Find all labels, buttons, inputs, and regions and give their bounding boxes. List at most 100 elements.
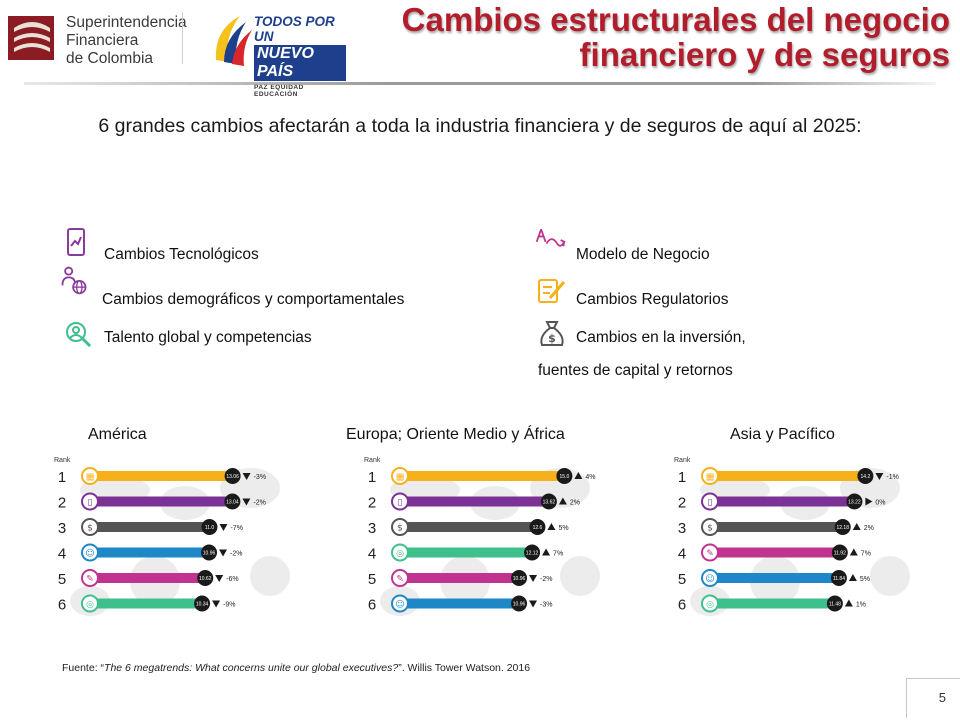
value-bubble	[197, 570, 214, 586]
change-label: -2%	[253, 500, 265, 507]
value-label: 12.6	[533, 525, 543, 531]
change-arrow	[529, 600, 538, 608]
bar-icon	[391, 467, 409, 485]
trend-investment: Cambios en la inversión,	[576, 329, 746, 346]
page-title: Cambios estructurales del negocio financ…	[402, 2, 950, 72]
rank-number: 4	[678, 546, 686, 563]
change-label: 7%	[553, 551, 563, 558]
value-bubble	[201, 519, 218, 535]
bar	[706, 471, 866, 481]
bar-icon-glyph: ▯	[708, 498, 713, 508]
value-bubble	[826, 595, 843, 612]
gov-slogan: TODOS POR UN NUEVO PAÍS PAZ EQUIDAD EDUC…	[254, 14, 346, 98]
source-citation: Fuente: “The 6 megatrends: What concerns…	[62, 662, 530, 674]
rank-number: 6	[678, 597, 686, 614]
rank-number: 3	[678, 520, 686, 537]
gov-slogan-line3: PAZ EQUIDAD EDUCACIÓN	[254, 84, 304, 98]
change-label: -3%	[254, 474, 266, 481]
bar-icon-glyph: ▯	[398, 498, 403, 508]
bar	[706, 573, 839, 583]
bar-icon	[701, 467, 719, 485]
trend-business-model: Modelo de Negocio	[576, 246, 710, 263]
sfc-name-line3: de Colombia	[66, 50, 154, 67]
map-shape	[870, 556, 910, 596]
chart-asia: Rank 1 ▦ 14.2 -1% 2 ▯ 13.22 0% 3 $12.18 2% 4 ✎ 11.92 7%…	[660, 446, 930, 642]
value-label: 10.96	[513, 576, 526, 582]
change-arrow	[547, 523, 556, 530]
change-arrow	[865, 497, 873, 506]
bar-icon-glyph: ✎	[86, 575, 94, 585]
value-label: 14.2	[861, 474, 871, 480]
header-divider	[24, 82, 936, 85]
page-title-line2: financiero y de seguros	[579, 36, 950, 73]
value-label: 10.34	[196, 602, 209, 608]
change-arrow	[242, 498, 251, 506]
value-label: 15.0	[560, 474, 570, 480]
bar	[706, 598, 835, 609]
bar	[86, 598, 203, 609]
value-label: 13.04	[226, 500, 239, 506]
map-shape	[560, 556, 600, 596]
trend-talent: Talento global y competencias	[104, 329, 312, 346]
change-arrow	[215, 575, 224, 582]
region-title-america: América	[88, 426, 147, 443]
change-label: -1%	[886, 474, 898, 481]
change-arrow	[542, 548, 551, 556]
value-label: 12.18	[836, 525, 849, 531]
people-globe-icon	[61, 266, 87, 295]
value-bubble	[224, 493, 241, 510]
rank-number: 1	[58, 469, 66, 486]
bar	[86, 573, 206, 583]
rank-number: 5	[678, 571, 686, 588]
gov-flag-swoosh-icon	[215, 16, 252, 66]
bar-icon	[81, 594, 99, 613]
value-label: 13.22	[848, 500, 861, 506]
rank-number: 3	[58, 520, 66, 537]
value-bubble	[224, 468, 241, 484]
bar	[396, 496, 549, 507]
value-label: 10.96	[203, 551, 216, 557]
logo-divider	[182, 12, 183, 64]
money-bag-icon: $	[540, 321, 564, 346]
sfc-name-line2: Financiera	[66, 32, 139, 49]
value-label: 12.12	[526, 551, 539, 557]
value-label: 11.0	[205, 525, 215, 531]
bar-icon	[391, 492, 409, 511]
page-number: 5	[938, 690, 946, 705]
chart-america: Rank 1 ▦ 13.06 -3% 2 ▯ 13.04 -2% 3 $11.0 -7% 4 ☺ 10.96…	[40, 446, 310, 642]
page-title-line1: Cambios estructurales del negocio	[401, 1, 950, 38]
chart-emea-svg: Rank 1 ▦ 15.0 4% 2 ▯ 13.62 2% 3 $12.6 5% 4 ◎ 12.12 7% 5 ✎…	[364, 457, 600, 616]
bar	[706, 496, 855, 507]
bar	[396, 471, 565, 481]
value-bubble	[529, 519, 546, 535]
page-number-frame	[906, 678, 907, 718]
rank-number: 2	[58, 495, 66, 512]
change-label: 5%	[558, 525, 568, 532]
value-bubble	[834, 519, 851, 535]
change-arrow	[529, 575, 538, 582]
value-label: 13.62	[543, 500, 556, 506]
rank-number: 4	[58, 546, 66, 563]
bar-icon	[81, 569, 99, 587]
bar-icon	[81, 467, 99, 485]
change-label: 5%	[860, 576, 870, 583]
region-title-asia: Asia y Pacífico	[730, 426, 835, 443]
trend-technology: Cambios Tecnológicos	[104, 246, 259, 263]
change-arrow	[849, 548, 858, 556]
bar-icon-glyph: ✎	[706, 549, 714, 559]
bar-icon	[81, 518, 99, 536]
value-label: 11.84	[833, 576, 845, 582]
bar	[86, 522, 210, 532]
trend-demographic: Cambios demográficos y comportamentales	[102, 291, 405, 308]
rank-number: 2	[678, 495, 686, 512]
change-label: 0%	[875, 500, 885, 507]
gov-slogan-line2: NUEVO PAÍS	[254, 45, 346, 81]
bar-icon-glyph: ◎	[86, 600, 94, 610]
rank-number: 4	[368, 546, 376, 563]
source-suffix: ”. Willis Tower Watson. 2016	[398, 662, 531, 674]
rank-number: 1	[678, 469, 686, 486]
value-bubble	[511, 570, 528, 586]
change-arrow	[212, 600, 221, 608]
bar	[396, 573, 520, 583]
bar-icon-glyph: ☺	[705, 574, 714, 585]
